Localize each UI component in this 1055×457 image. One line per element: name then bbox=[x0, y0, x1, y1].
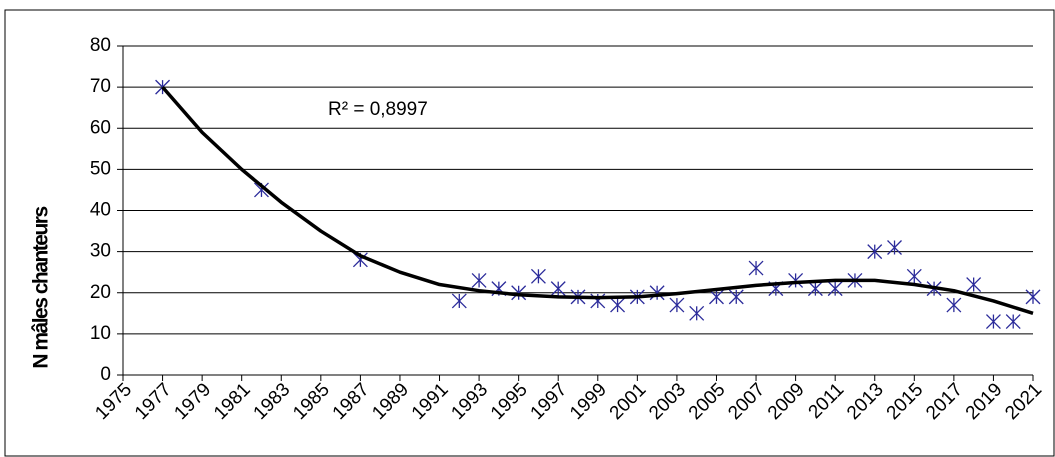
marker bbox=[649, 285, 665, 301]
marker bbox=[827, 281, 843, 297]
marker bbox=[887, 240, 902, 255]
marker bbox=[985, 314, 1001, 329]
marker bbox=[1025, 289, 1041, 305]
marker bbox=[807, 281, 823, 297]
marker bbox=[669, 297, 685, 313]
marker bbox=[748, 260, 764, 276]
y-tick-label: 10 bbox=[90, 323, 111, 344]
marker bbox=[946, 297, 962, 313]
marker bbox=[966, 277, 982, 292]
y-axis-label: N mâles chanteurs bbox=[30, 207, 53, 369]
trend-line bbox=[161, 85, 1034, 315]
marker bbox=[610, 297, 626, 313]
marker bbox=[906, 268, 922, 284]
annotation: R² = 0,8997 bbox=[328, 99, 428, 120]
y-tick-label: 60 bbox=[90, 117, 111, 138]
y-tick-label: 50 bbox=[90, 158, 111, 179]
marker bbox=[550, 281, 566, 297]
y-tick-label: 70 bbox=[90, 76, 111, 97]
y-tick-label: 20 bbox=[90, 282, 111, 303]
marker bbox=[471, 272, 487, 288]
chart-frame bbox=[4, 9, 1055, 457]
marker bbox=[788, 272, 804, 288]
y-tick-label: 80 bbox=[90, 35, 111, 56]
marker bbox=[451, 293, 467, 309]
y-tick-label: 30 bbox=[90, 241, 111, 262]
marker bbox=[530, 268, 546, 284]
y-tick-label: 40 bbox=[90, 200, 111, 221]
marker bbox=[709, 289, 724, 305]
marker bbox=[728, 289, 744, 305]
marker bbox=[867, 244, 883, 260]
marker bbox=[1005, 314, 1021, 329]
y-tick-label: 0 bbox=[100, 364, 111, 385]
marker bbox=[511, 285, 527, 301]
marker bbox=[689, 305, 705, 321]
